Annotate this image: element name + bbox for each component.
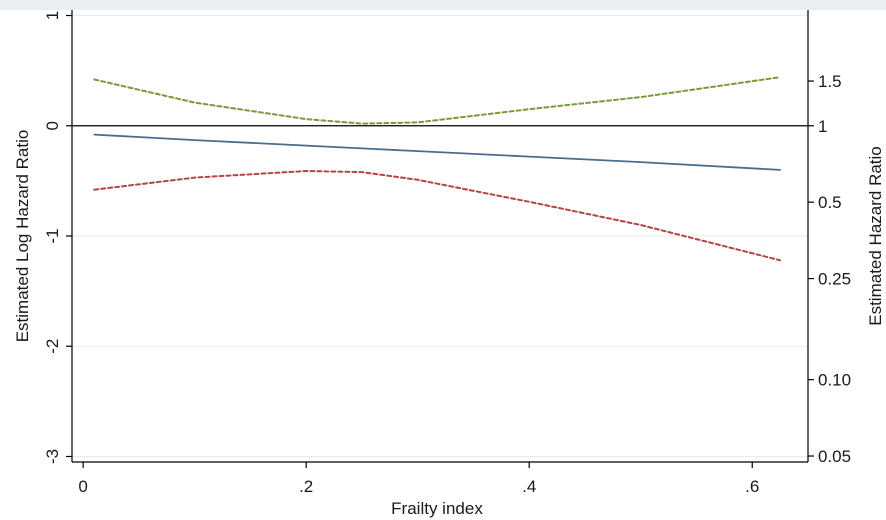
y-axis-title: Estimated Log Hazard Ratio [13, 130, 32, 343]
y2-tick-label-4: 0.10 [818, 371, 851, 390]
y2-tick-label-2: 0.5 [818, 193, 842, 212]
top-strip [0, 0, 886, 10]
series-line-0 [93, 133, 781, 171]
y-tick-label-4: -3 [43, 449, 62, 464]
y-tick-label-1: 0 [43, 121, 62, 130]
x-tick-label-3: .6 [745, 477, 759, 496]
labels-layer: Frailty index Estimated Log Hazard Ratio… [13, 130, 885, 518]
series-layer [93, 76, 782, 262]
y-tick-label-2: -1 [43, 228, 62, 243]
x-tick-label-2: .4 [522, 477, 536, 496]
y2-tick-label-0: 1.5 [818, 72, 842, 91]
y2-tick-label-3: 0.25 [818, 270, 851, 289]
series-line-1 [93, 76, 782, 125]
x-axis-title: Frailty index [391, 499, 483, 518]
y-tick-label-3: -2 [43, 339, 62, 354]
x-tick-label-1: .2 [299, 477, 313, 496]
series-line-2 [93, 170, 782, 262]
y2-tick-label-5: 0.05 [818, 447, 851, 466]
axes-layer: 0 .2 .4 .6 1 0 -1 -2 -3 1.5 1 0.5 0.25 0.10 0.05 [43, 10, 851, 496]
y2-tick-label-1: 1 [818, 117, 827, 136]
y-tick-label-0: 1 [43, 11, 62, 20]
y2-axis-title: Estimated Hazard Ratio [866, 146, 885, 326]
x-tick-label-0: 0 [78, 477, 87, 496]
